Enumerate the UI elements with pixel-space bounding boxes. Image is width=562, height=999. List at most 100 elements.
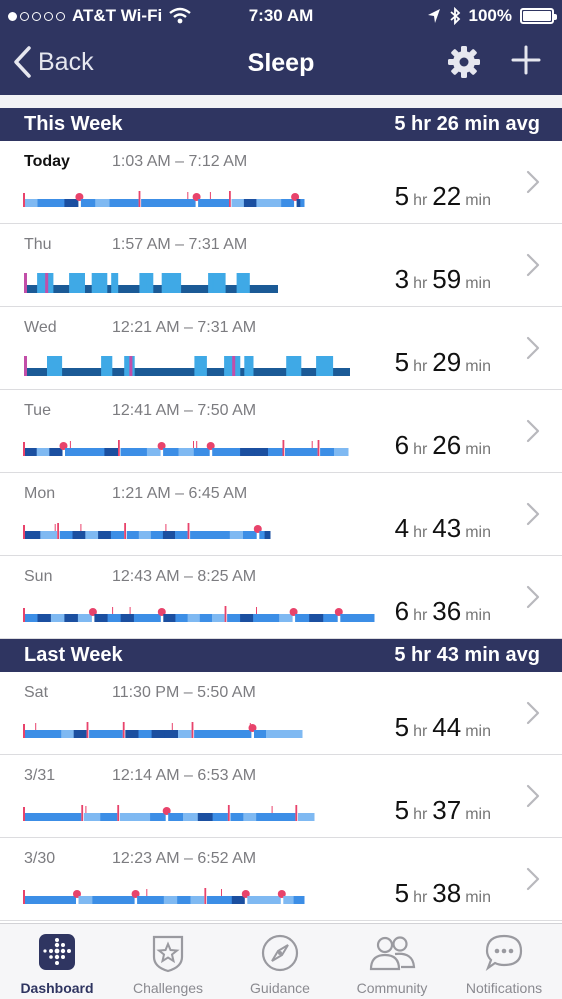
sleep-log-row[interactable]: Today 1:03 AM – 7:12 AM 5 hr 22 min <box>0 141 562 224</box>
sleep-day-label: 3/31 <box>24 767 56 784</box>
minutes-unit: min <box>465 607 491 624</box>
sleep-stage-segment <box>49 448 63 456</box>
sleep-stage-segment <box>301 448 318 456</box>
sleep-log-list[interactable]: This Week 5 hr 26 min avg Today 1:03 AM –… <box>0 108 562 921</box>
chevron-right-icon <box>526 336 540 360</box>
awake-marker <box>23 890 25 904</box>
sleep-day-label: Tue <box>24 402 51 419</box>
sleep-stage-segment <box>226 448 241 456</box>
sleep-stage-segment <box>222 730 238 738</box>
sleep-log-row[interactable]: Sat 11:30 PM – 5:50 AM 5 hr 44 min <box>0 672 562 755</box>
awake-marker <box>54 524 56 531</box>
sleep-stage-segment <box>125 730 139 738</box>
sleep-log-row[interactable]: 3/31 12:14 AM – 6:53 AM 5 hr 37 min <box>0 755 562 838</box>
sleep-pattern-chart <box>24 356 350 376</box>
restless-block <box>316 356 334 376</box>
sleep-stage-segment <box>66 813 82 821</box>
minutes-unit: min <box>465 275 491 292</box>
awake-marker <box>146 889 148 896</box>
awake-block <box>24 356 27 376</box>
back-button[interactable]: Back <box>12 45 94 79</box>
nav-bar: Back Sleep <box>0 38 562 88</box>
sleep-log-row[interactable]: 3/30 12:23 AM – 6:52 AM 5 hr 38 min <box>0 838 562 921</box>
sleep-stage-segment <box>109 199 125 207</box>
sleep-stage-segment <box>254 448 269 456</box>
awake-marker <box>81 805 84 821</box>
sleep-log-row[interactable]: Sun 12:43 AM – 8:25 AM 6 hr 36 min <box>0 556 562 639</box>
duration-hours: 4 <box>394 513 410 543</box>
sleep-stage-segment <box>120 448 135 456</box>
tab-notifications[interactable]: Notifications <box>449 924 559 999</box>
sleep-stage-segment <box>24 614 38 622</box>
sleep-stage-segment <box>24 199 38 207</box>
awake-marker <box>23 442 25 456</box>
sleep-stage-segment <box>197 813 214 821</box>
sleep-stage-segment <box>357 614 375 622</box>
tab-bar: Dashboard Challenges Guidance <box>0 923 562 999</box>
sleep-stage-segment <box>163 448 179 456</box>
sleep-stage-segment <box>190 531 204 539</box>
battery-percent: 100% <box>468 6 512 25</box>
sleep-log-row[interactable]: Tue 12:41 AM – 7:50 AM 6 hr 26 min <box>0 390 562 473</box>
awake-marker <box>196 441 198 448</box>
sleep-stage-segment <box>73 730 87 738</box>
hours-unit: hr <box>413 441 428 458</box>
hours-unit: hr <box>413 889 428 906</box>
tab-guidance[interactable]: Guidance <box>225 924 335 999</box>
sleep-duration: 5 hr 44 min <box>395 712 496 743</box>
restless-block <box>161 273 175 293</box>
sleep-stage-segment <box>24 896 38 904</box>
sleep-stage-segment <box>37 614 52 622</box>
sleep-duration: 3 hr 59 min <box>395 264 496 295</box>
restless-block <box>91 273 108 293</box>
tab-community[interactable]: Community <box>337 924 447 999</box>
header: AT&T Wi-Fi 7:30 AM 100% Back Sleep <box>0 0 562 95</box>
header-spacer <box>0 95 562 108</box>
awake-marker <box>80 524 82 531</box>
awake-marker <box>282 440 285 456</box>
sleep-log-row[interactable]: Mon 1:21 AM – 6:45 AM 4 hr 43 min <box>0 473 562 556</box>
sleep-stage-segment <box>94 614 109 622</box>
sleep-stage-segment <box>24 448 38 456</box>
awake-block <box>129 356 133 376</box>
section-title: This Week <box>24 113 123 135</box>
section-title: Last Week <box>24 644 123 666</box>
awake-marker <box>227 805 230 821</box>
awake-marker <box>122 722 125 738</box>
restless-block <box>101 356 113 376</box>
restless-block <box>208 273 215 293</box>
sleep-stage-segment <box>40 531 58 539</box>
awake-block <box>45 273 49 293</box>
this-week-rows: Today 1:03 AM – 7:12 AM 5 hr 22 min Thu 1:57 AM… <box>0 141 562 639</box>
hours-unit: hr <box>413 607 428 624</box>
sleep-stage-segment <box>138 531 152 539</box>
notifications-chat-icon <box>485 934 523 971</box>
minutes-unit: min <box>465 889 491 906</box>
status-time: 7:30 AM <box>248 6 314 25</box>
settings-gear-icon[interactable] <box>446 44 482 80</box>
sleep-duration: 5 hr 22 min <box>395 181 496 212</box>
duration-minutes: 29 <box>432 347 462 377</box>
sleep-stage-segment <box>168 813 184 821</box>
sleep-stage-segment <box>137 896 151 904</box>
add-plus-icon[interactable] <box>510 44 542 76</box>
sleep-day-label: Mon <box>24 485 56 502</box>
awake-marker <box>23 525 25 539</box>
sleep-stage-segment <box>164 730 179 738</box>
duration-minutes: 26 <box>432 430 462 460</box>
sleep-stage-segment <box>269 813 283 821</box>
sleep-log-row[interactable]: Thu 1:57 AM – 7:31 AM 3 hr 59 min <box>0 224 562 307</box>
sleep-stage-segment <box>163 896 178 904</box>
tab-dashboard[interactable]: Dashboard <box>2 924 112 999</box>
sleep-pattern-chart <box>24 273 278 293</box>
sleep-time-range: 12:23 AM – 6:52 AM <box>112 850 257 867</box>
back-label: Back <box>38 47 94 76</box>
sleep-duration: 5 hr 37 min <box>395 795 496 826</box>
hours-unit: hr <box>413 275 428 292</box>
duration-minutes: 22 <box>432 181 462 211</box>
tab-challenges[interactable]: Challenges <box>113 924 223 999</box>
duration-minutes: 36 <box>432 596 462 626</box>
sleep-log-row[interactable]: Wed 12:21 AM – 7:31 AM 5 hr 29 min <box>0 307 562 390</box>
sleep-stage-segment <box>36 448 50 456</box>
sleep-stage-segment <box>264 531 271 539</box>
